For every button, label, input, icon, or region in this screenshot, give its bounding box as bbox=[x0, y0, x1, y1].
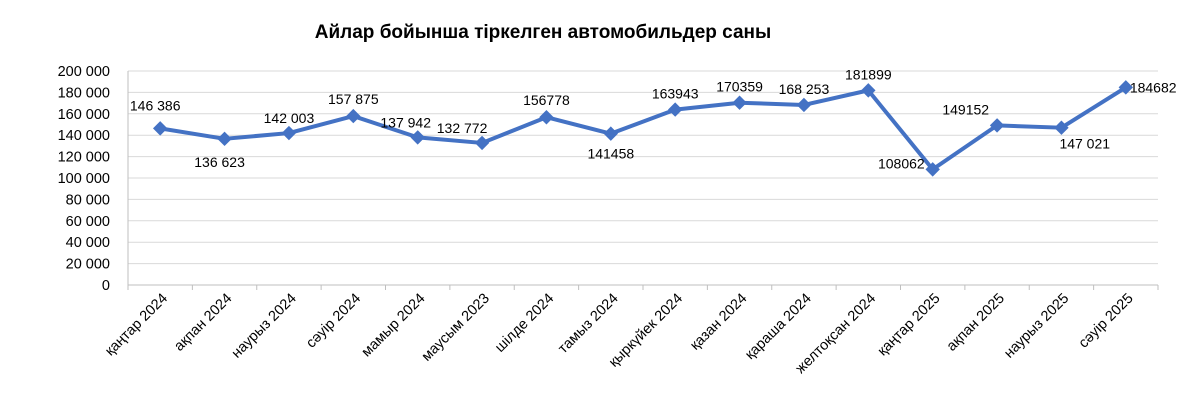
x-tick-label: шілде 2024 bbox=[492, 291, 557, 356]
series-layer bbox=[152, 80, 1134, 177]
data-point-marker bbox=[410, 130, 425, 145]
data-label: 149152 bbox=[942, 101, 989, 117]
data-label: 136 623 bbox=[194, 154, 245, 170]
y-tick-label: 160 000 bbox=[58, 107, 110, 123]
data-label: 156778 bbox=[523, 92, 570, 108]
y-tick-label: 40 000 bbox=[66, 235, 110, 251]
x-tick-label: маусым 2023 bbox=[419, 291, 493, 365]
data-point-marker bbox=[989, 118, 1005, 133]
y-tick-label: 0 bbox=[102, 278, 110, 294]
data-label: 157 875 bbox=[328, 91, 379, 107]
y-tick-label: 200 000 bbox=[58, 64, 110, 80]
gridlines bbox=[128, 70, 1158, 265]
data-label: 163943 bbox=[652, 86, 699, 102]
data-point-marker bbox=[603, 126, 619, 141]
data-label: 181899 bbox=[845, 66, 892, 82]
data-point-marker bbox=[539, 110, 554, 125]
x-tick-label: наурыз 2024 bbox=[229, 291, 300, 362]
data-point-marker bbox=[732, 95, 747, 110]
data-point-marker bbox=[796, 97, 812, 113]
data-label: 142 003 bbox=[264, 110, 315, 126]
y-tick-label: 180 000 bbox=[58, 85, 110, 101]
x-tick-label: тамыз 2024 bbox=[555, 291, 621, 357]
data-point-marker bbox=[1054, 120, 1069, 135]
x-tick-label: ақпан 2024 bbox=[171, 291, 235, 355]
data-point-marker bbox=[152, 121, 168, 136]
x-tick-label: сәуір 2024 bbox=[303, 291, 364, 352]
x-tick-label: ақпан 2025 bbox=[944, 291, 1008, 355]
data-point-marker bbox=[925, 162, 940, 177]
data-label: 146 386 bbox=[130, 97, 181, 113]
y-tick-label: 60 000 bbox=[66, 214, 110, 230]
data-label: 184682 bbox=[1130, 79, 1177, 95]
data-label: 147 021 bbox=[1059, 136, 1110, 152]
x-tick-label: қаңтар 2024 bbox=[102, 291, 171, 360]
x-tick-label: қазан 2024 bbox=[687, 291, 750, 354]
y-tick-label: 80 000 bbox=[66, 192, 110, 208]
data-label: 168 253 bbox=[779, 81, 830, 97]
data-point-marker bbox=[346, 108, 361, 124]
x-tick-label: наурыз 2025 bbox=[1001, 291, 1072, 362]
data-label: 132 772 bbox=[437, 120, 488, 136]
data-label: 170359 bbox=[716, 79, 763, 95]
chart-title: Айлар бойынша тіркелген автомобильдер са… bbox=[314, 22, 772, 43]
data-label: 141458 bbox=[587, 146, 634, 162]
data-point-marker bbox=[1118, 80, 1134, 95]
data-label: 137 942 bbox=[380, 114, 431, 130]
y-tick-label: 140 000 bbox=[58, 128, 110, 144]
y-tick-label: 100 000 bbox=[58, 171, 110, 187]
series-line bbox=[159, 85, 1127, 172]
x-tick-label: қаңтар 2025 bbox=[875, 291, 944, 360]
data-point-marker bbox=[667, 102, 683, 117]
x-tick-label: сәуір 2025 bbox=[1076, 291, 1137, 352]
y-tick-label: 120 000 bbox=[58, 150, 110, 166]
data-point-marker bbox=[474, 135, 490, 151]
data-point-marker bbox=[861, 83, 876, 98]
data-label: 108062 bbox=[878, 155, 925, 171]
y-tick-label: 20 000 bbox=[66, 257, 110, 273]
x-tick-label: қараша 2024 bbox=[742, 291, 815, 364]
x-tick-label: мамыр 2024 bbox=[359, 291, 429, 361]
data-point-marker bbox=[281, 125, 297, 141]
data-point-marker bbox=[217, 131, 232, 147]
